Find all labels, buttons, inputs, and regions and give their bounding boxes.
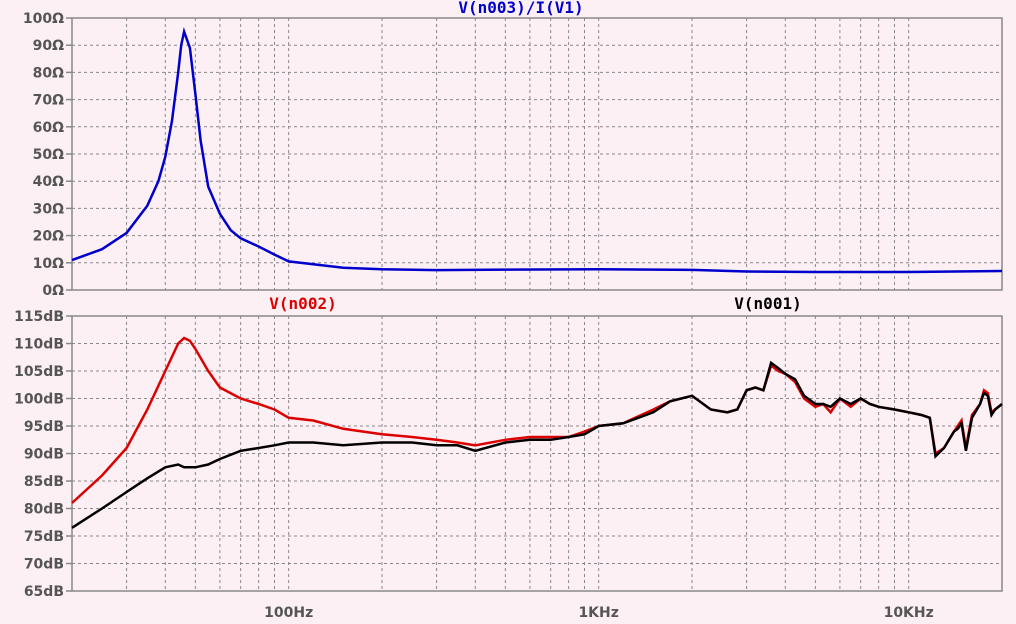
y-tick-label: 110dB — [14, 337, 64, 353]
y-tick-label: 40Ω — [33, 174, 64, 190]
y-tick-label: 60Ω — [33, 120, 64, 136]
y-tick-label: 80Ω — [33, 65, 64, 81]
v-n002-label[interactable]: V(n002) — [269, 294, 336, 313]
y-tick-label: 75dB — [24, 529, 64, 545]
impedance-series-line — [71, 27, 1003, 274]
impedance-chart-title[interactable]: V(n003)/I(V1) — [458, 0, 583, 17]
v-n001-series-line — [71, 360, 1003, 529]
y-tick-label: 20Ω — [33, 229, 64, 245]
impedance-y-tick-labels: 0Ω 10Ω 20Ω 30Ω 40Ω 50Ω 60Ω 70Ω 80Ω 90Ω 100Ω — [23, 11, 64, 299]
impedance-pane: 0Ω 10Ω 20Ω 30Ω 40Ω 50Ω 60Ω 70Ω 80Ω 90Ω 100Ω V(n003… — [23, 0, 1003, 299]
y-tick-label: 90dB — [24, 447, 64, 463]
magnitude-y-tick-labels: 65dB 70dB 75dB 80dB 85dB 90dB 95dB 100dB 105dB 11… — [14, 309, 64, 600]
y-tick-label: 115dB — [14, 309, 64, 325]
v-n001-label[interactable]: V(n001) — [734, 294, 801, 313]
impedance-grid — [66, 17, 1002, 291]
y-tick-label: 95dB — [24, 419, 64, 435]
y-tick-label: 105dB — [14, 364, 64, 380]
y-tick-label: 10Ω — [33, 256, 64, 272]
y-tick-label: 70dB — [24, 557, 64, 573]
frequency-x-tick-labels: 100Hz 1KHz 10KHz — [264, 605, 934, 621]
y-tick-label: 65dB — [24, 584, 64, 600]
y-tick-label: 85dB — [24, 474, 64, 490]
y-tick-label: 90Ω — [33, 38, 64, 54]
y-tick-label: 100Ω — [23, 11, 64, 27]
x-tick-label: 1KHz — [578, 605, 618, 621]
y-tick-label: 0Ω — [42, 283, 64, 299]
y-tick-label: 80dB — [24, 502, 64, 518]
y-tick-label: 30Ω — [33, 201, 64, 217]
x-tick-label: 10KHz — [884, 605, 934, 621]
x-tick-label: 100Hz — [264, 605, 313, 621]
y-tick-label: 70Ω — [33, 93, 64, 109]
magnitude-grid — [66, 315, 1002, 592]
magnitude-pane: 65dB 70dB 75dB 80dB 85dB 90dB 95dB 100dB 105dB 11… — [14, 294, 1003, 621]
y-tick-label: 100dB — [14, 392, 64, 408]
y-tick-label: 50Ω — [33, 147, 64, 163]
